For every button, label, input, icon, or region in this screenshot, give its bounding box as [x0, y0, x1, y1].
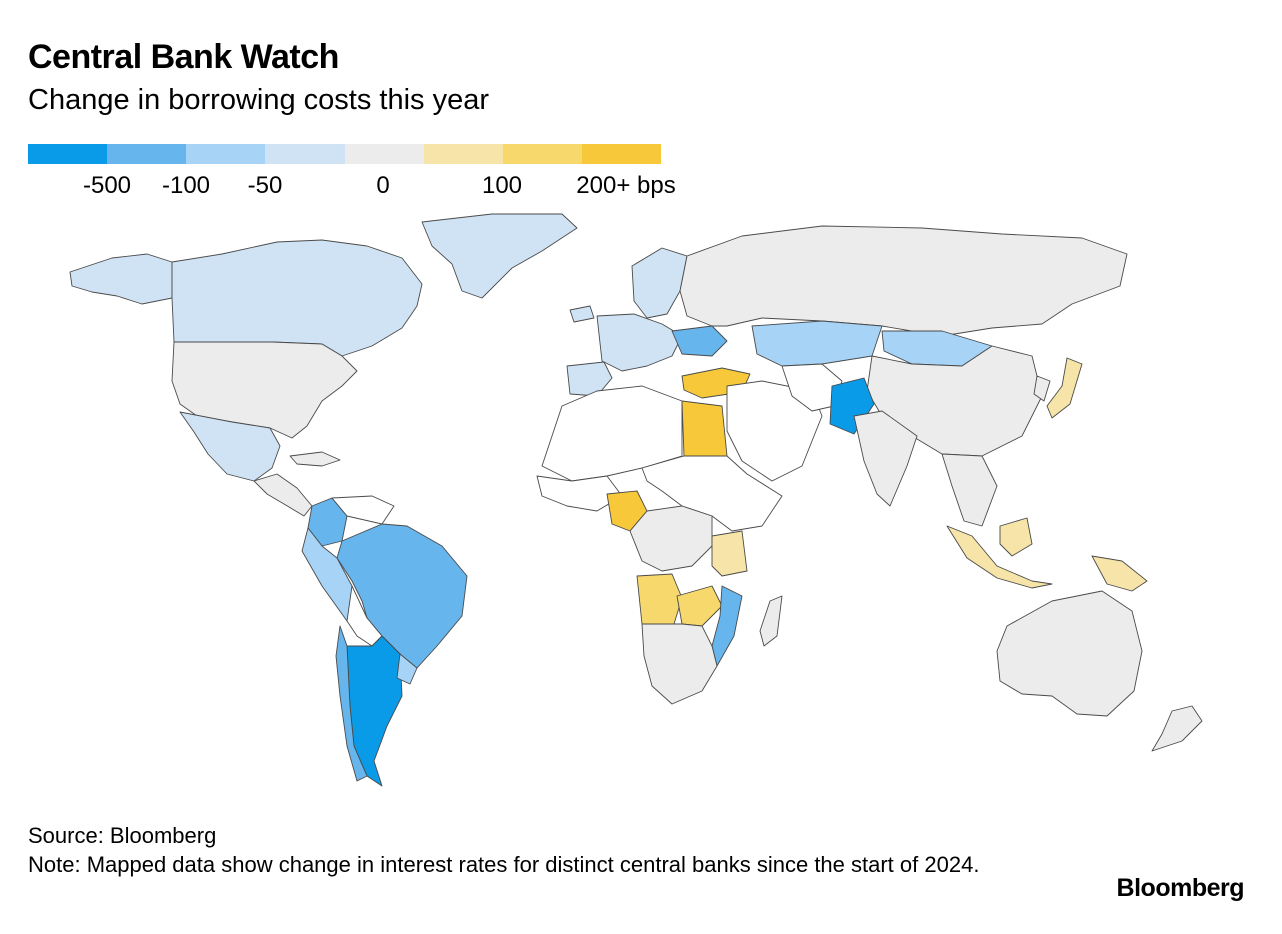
legend-label-zero: 0 [376, 172, 390, 199]
chart-subtitle: Change in borrowing costs this year [28, 84, 490, 116]
legend-label-neg50: -50 [247, 172, 283, 199]
region-usa [171, 341, 358, 439]
chart-title: Central Bank Watch [28, 38, 339, 76]
legend-swatch-5 [344, 144, 424, 164]
legend-swatch-2 [107, 144, 187, 164]
region-tanzania [711, 530, 748, 577]
region-canada [171, 239, 423, 357]
legend-label-neg100: -100 [161, 172, 211, 199]
region-western-europe [596, 313, 683, 372]
region-japan [1046, 357, 1083, 419]
world-map [69, 213, 1203, 787]
region-madagascar [759, 595, 783, 647]
footer: Source: Bloomberg Note: Mapped data show… [28, 821, 1008, 879]
region-iberia [566, 361, 613, 397]
legend-label-neg500: -500 [82, 172, 132, 199]
region-uruguay [396, 653, 418, 685]
region-new-guinea [1091, 555, 1148, 592]
region-borneo [999, 517, 1033, 557]
region-caribbean [289, 451, 341, 467]
region-chile [335, 625, 368, 782]
legend-swatch-6 [423, 144, 503, 164]
region-angola [636, 573, 683, 625]
legend-swatch-3 [186, 144, 266, 164]
region-india [853, 410, 918, 507]
note-text: Note: Mapped data show change in interes… [28, 852, 980, 877]
region-egypt [681, 400, 728, 457]
legend-swatch-7 [502, 144, 582, 164]
legend-swatch-4 [265, 144, 345, 164]
region-russia [679, 225, 1128, 337]
region-southeast-asia [941, 453, 998, 527]
bloomberg-logo: Bloomberg [1116, 874, 1245, 902]
legend-swatch-1 [28, 144, 108, 164]
color-legend: -500 -100 -50 0 100 200+ bps [28, 144, 676, 204]
region-alaska [69, 253, 173, 305]
region-mexico [179, 411, 281, 482]
legend-label-100: 100 [481, 172, 523, 199]
region-zambia [676, 585, 723, 627]
region-southern-africa [641, 623, 718, 705]
legend-color-bar [28, 144, 661, 164]
region-iceland [569, 305, 595, 323]
region-indonesia-west [946, 525, 1053, 589]
region-scandinavia [631, 247, 688, 319]
region-venezuela [331, 495, 395, 525]
region-east-africa [641, 455, 783, 532]
region-australia [996, 590, 1143, 717]
region-greenland [421, 213, 578, 299]
source-text: Source: Bloomberg [28, 823, 217, 848]
legend-swatch-8 [581, 144, 661, 164]
region-central-america [253, 473, 313, 517]
region-kazakhstan [751, 320, 883, 367]
region-ukraine [671, 325, 728, 357]
legend-label-200plus: 200+ bps [576, 172, 676, 199]
region-middle-east [726, 380, 823, 482]
region-korea [1033, 375, 1051, 402]
region-new-zealand [1151, 705, 1203, 752]
